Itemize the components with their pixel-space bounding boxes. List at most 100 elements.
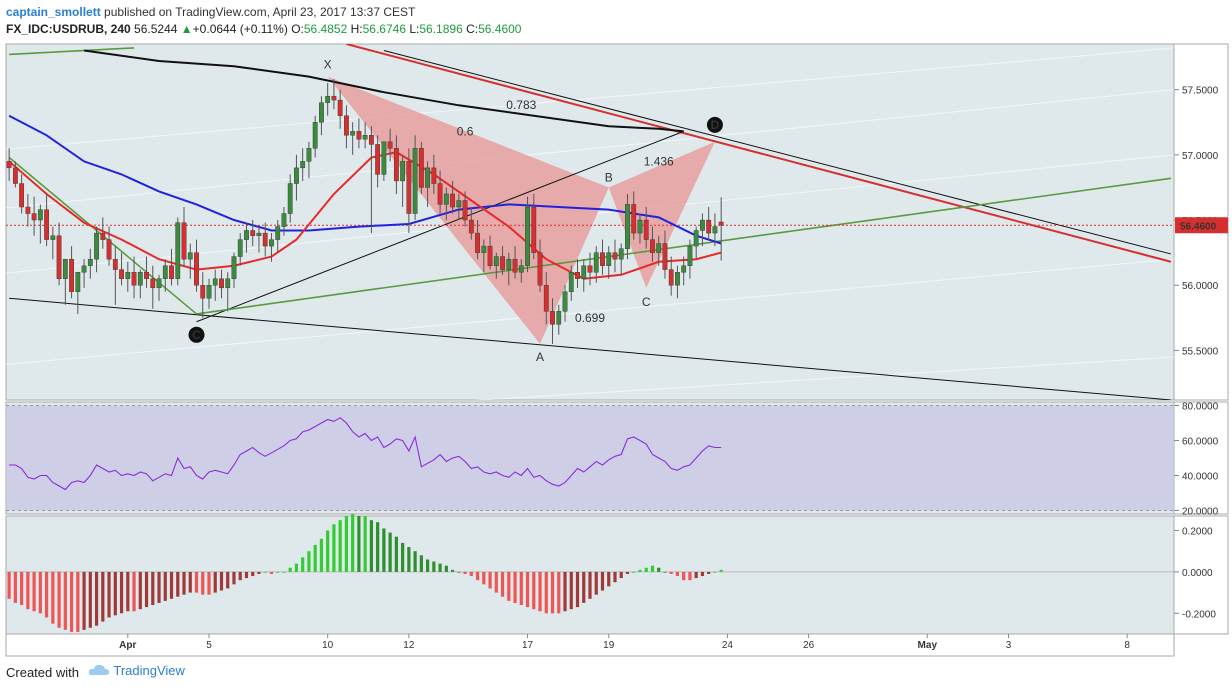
rsi-tick-label: 60.0000 xyxy=(1182,437,1219,448)
candle-body xyxy=(325,95,331,103)
candle-body xyxy=(618,248,624,260)
histogram-bar xyxy=(301,557,305,572)
candle-body xyxy=(131,272,137,286)
current-price-badge xyxy=(1175,217,1228,234)
histogram-bar xyxy=(700,571,705,577)
candle-body xyxy=(506,258,512,270)
time-tick-label: 19 xyxy=(603,640,615,651)
candle-body xyxy=(62,258,68,279)
moving-average-blue xyxy=(8,114,722,245)
candle-body xyxy=(381,141,387,175)
candle-body xyxy=(400,161,406,182)
candle-body xyxy=(337,99,343,116)
histogram-bar xyxy=(57,571,61,628)
candle-body xyxy=(244,230,249,240)
histogram-bar xyxy=(650,565,655,572)
low-label: L: xyxy=(409,22,420,36)
histogram-bar xyxy=(588,571,592,599)
candle-body xyxy=(219,278,224,289)
candle-body xyxy=(393,148,399,182)
histogram-bar xyxy=(450,569,455,572)
time-tick-label: 17 xyxy=(522,640,534,651)
candle-body xyxy=(150,278,156,289)
publish-line: captain_smollett published on TradingVie… xyxy=(6,5,415,19)
footer: Created with TradingView xyxy=(0,656,1232,690)
histogram-bar xyxy=(44,571,49,618)
channel-gridline-3 xyxy=(6,258,1174,365)
candle-body xyxy=(375,144,381,175)
pivot-circle-c xyxy=(188,326,205,343)
histogram-bar xyxy=(63,571,67,630)
channel-gridline-1 xyxy=(6,89,1174,209)
histogram-bar xyxy=(20,571,24,606)
histogram-bar xyxy=(613,571,617,583)
histogram-bar xyxy=(69,571,74,632)
tradingview-logo[interactable]: TradingView xyxy=(88,663,185,678)
open-label: O: xyxy=(291,22,304,36)
price-tick-label: 55.5000 xyxy=(1182,346,1219,357)
candle-body xyxy=(50,235,56,240)
histogram-bar xyxy=(188,571,192,593)
histogram-bar xyxy=(276,571,280,573)
histogram-bar xyxy=(438,563,442,572)
histogram-bar xyxy=(600,571,605,591)
trend-line-black-1 xyxy=(383,50,1172,255)
candle-body xyxy=(187,252,193,260)
histogram-bar xyxy=(213,571,217,593)
pivot-circle-label: D xyxy=(711,118,720,132)
histogram-bar xyxy=(194,571,199,593)
candle-body xyxy=(543,285,549,312)
histogram-bar xyxy=(719,569,723,572)
candle-body xyxy=(412,148,418,214)
candle-body xyxy=(493,256,499,266)
candles xyxy=(6,79,724,344)
histogram-bar xyxy=(263,571,267,573)
histogram-bar xyxy=(307,551,311,572)
candle-body xyxy=(600,252,605,266)
rsi-tick-label: 80.0000 xyxy=(1182,402,1219,413)
candle-body xyxy=(593,252,599,273)
histogram-bar xyxy=(244,571,249,579)
histogram-bar xyxy=(351,513,355,572)
candle-body xyxy=(625,204,630,249)
candle-body xyxy=(425,167,431,188)
candle-body xyxy=(169,265,174,279)
histogram-bar xyxy=(538,571,542,612)
candle-body xyxy=(112,258,118,270)
histogram-bar xyxy=(638,569,642,572)
histogram-bar xyxy=(26,571,30,610)
histogram-bar xyxy=(532,571,536,610)
time-tick-label: 8 xyxy=(1124,640,1130,651)
current-price-label: 56.4600 xyxy=(1180,221,1217,232)
histogram-bar xyxy=(519,571,523,606)
publish-info: published on TradingView.com, April 23, … xyxy=(104,5,416,19)
histogram-tick-label: 0.0000 xyxy=(1182,568,1213,579)
histogram-bar xyxy=(457,571,461,573)
pattern-labels: X A B C 0.6 0.783 1.436 0.699 C D xyxy=(188,58,723,364)
trend-line-green-4 xyxy=(196,177,1171,315)
symbol-name[interactable]: FX_IDC:USDRUB, 240 xyxy=(6,22,131,36)
rsi-axis[interactable] xyxy=(1173,401,1229,515)
candle-body xyxy=(175,222,181,279)
histogram-bar xyxy=(132,571,136,612)
histogram-bar xyxy=(619,571,623,579)
price-tick-label: 56.0000 xyxy=(1182,281,1219,292)
author-link[interactable]: captain_smollett xyxy=(6,5,101,19)
candle-body xyxy=(662,243,668,270)
time-tick-label: 3 xyxy=(1006,640,1012,651)
candle-body xyxy=(550,311,555,325)
candle-body xyxy=(350,131,356,136)
candle-body xyxy=(518,265,524,273)
time-axis[interactable] xyxy=(5,633,1175,657)
histogram-bar xyxy=(7,571,11,599)
histogram-bar xyxy=(688,571,692,581)
histogram-bar xyxy=(313,544,317,572)
candle-body xyxy=(718,221,724,226)
candle-body xyxy=(312,122,318,149)
histogram-bar xyxy=(607,571,611,587)
candle-body xyxy=(206,285,212,299)
histogram-bar xyxy=(32,571,36,612)
candle-body xyxy=(75,272,81,292)
histogram-axis[interactable] xyxy=(1173,515,1229,635)
histogram-bar xyxy=(201,571,205,595)
